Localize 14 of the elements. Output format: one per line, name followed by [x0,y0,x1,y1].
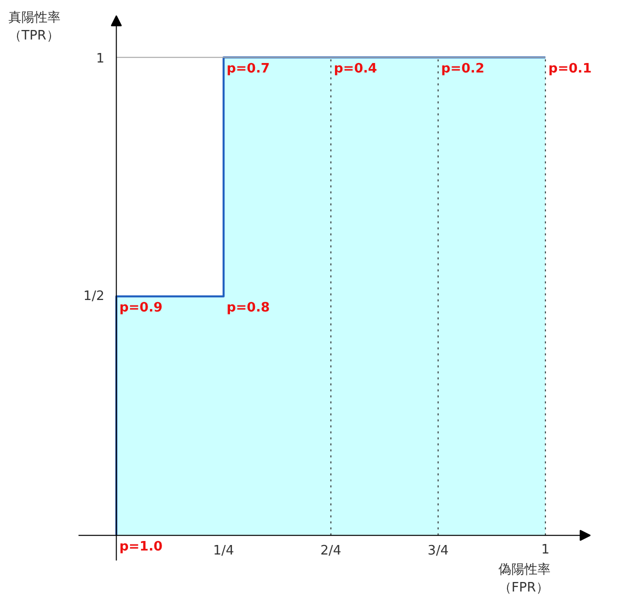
x-tick-label: 1 [541,542,550,558]
y-tick-label: 1/2 [83,288,104,304]
x-tick-label: 2/4 [320,543,342,558]
annotation: p=0.7 [226,61,270,76]
annotation: p=0.4 [334,61,378,76]
annotation: p=0.2 [441,61,484,76]
annotation: p=1.0 [119,539,163,554]
x-tick-label: 1/4 [213,543,234,558]
annotation: p=0.1 [548,61,592,76]
x-tick-label: 3/4 [428,543,449,558]
y-axis-title: 真陽性率（TPR） [8,10,60,44]
annotation: p=0.8 [226,300,270,316]
x-axis-title: 偽陽性率（FPR） [498,562,550,596]
annotation: p=0.9 [119,300,163,316]
